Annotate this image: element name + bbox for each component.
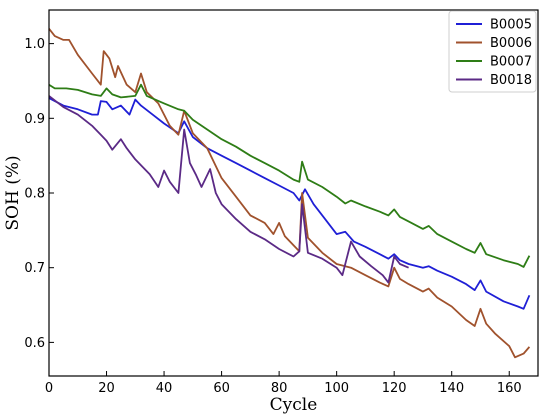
x-tick-label: 80	[271, 381, 288, 396]
legend-label: B0018	[490, 73, 532, 88]
legend-label: B0007	[490, 55, 532, 70]
x-tick-label: 120	[382, 381, 407, 396]
y-tick-label: 0.7	[24, 261, 45, 276]
x-tick-label: 60	[213, 381, 230, 396]
series-line-b0018	[48, 95, 409, 284]
legend-label: B0005	[490, 18, 532, 33]
y-tick-label: 0.9	[24, 112, 45, 127]
y-tick-label: 0.8	[24, 187, 45, 202]
series-line-b0007	[48, 83, 531, 268]
x-tick-label: 100	[324, 381, 349, 396]
legend-label: B0006	[490, 36, 532, 51]
x-tick-label: 20	[98, 381, 115, 396]
series-line-b0005	[48, 97, 531, 310]
series-line-b0006	[48, 28, 531, 359]
x-axis-label: Cycle	[270, 395, 318, 415]
x-tick-label: 160	[497, 381, 522, 396]
series-layer	[48, 28, 531, 359]
ticks-layer: 0 20 40 60 80 100 120 140 160 0.6 0.7 0.8 0.9 1.0	[24, 37, 521, 396]
y-tick-label: 1.0	[24, 37, 45, 52]
legend-box	[448, 10, 537, 93]
x-tick-label: 0	[45, 381, 53, 396]
y-axis-label: SOH (%)	[3, 155, 23, 230]
x-tick-label: 40	[156, 381, 173, 396]
y-tick-label: 0.6	[24, 336, 45, 351]
legend: B0005 B0006 B0007 B0018	[448, 10, 537, 93]
x-tick-label: 140	[439, 381, 464, 396]
